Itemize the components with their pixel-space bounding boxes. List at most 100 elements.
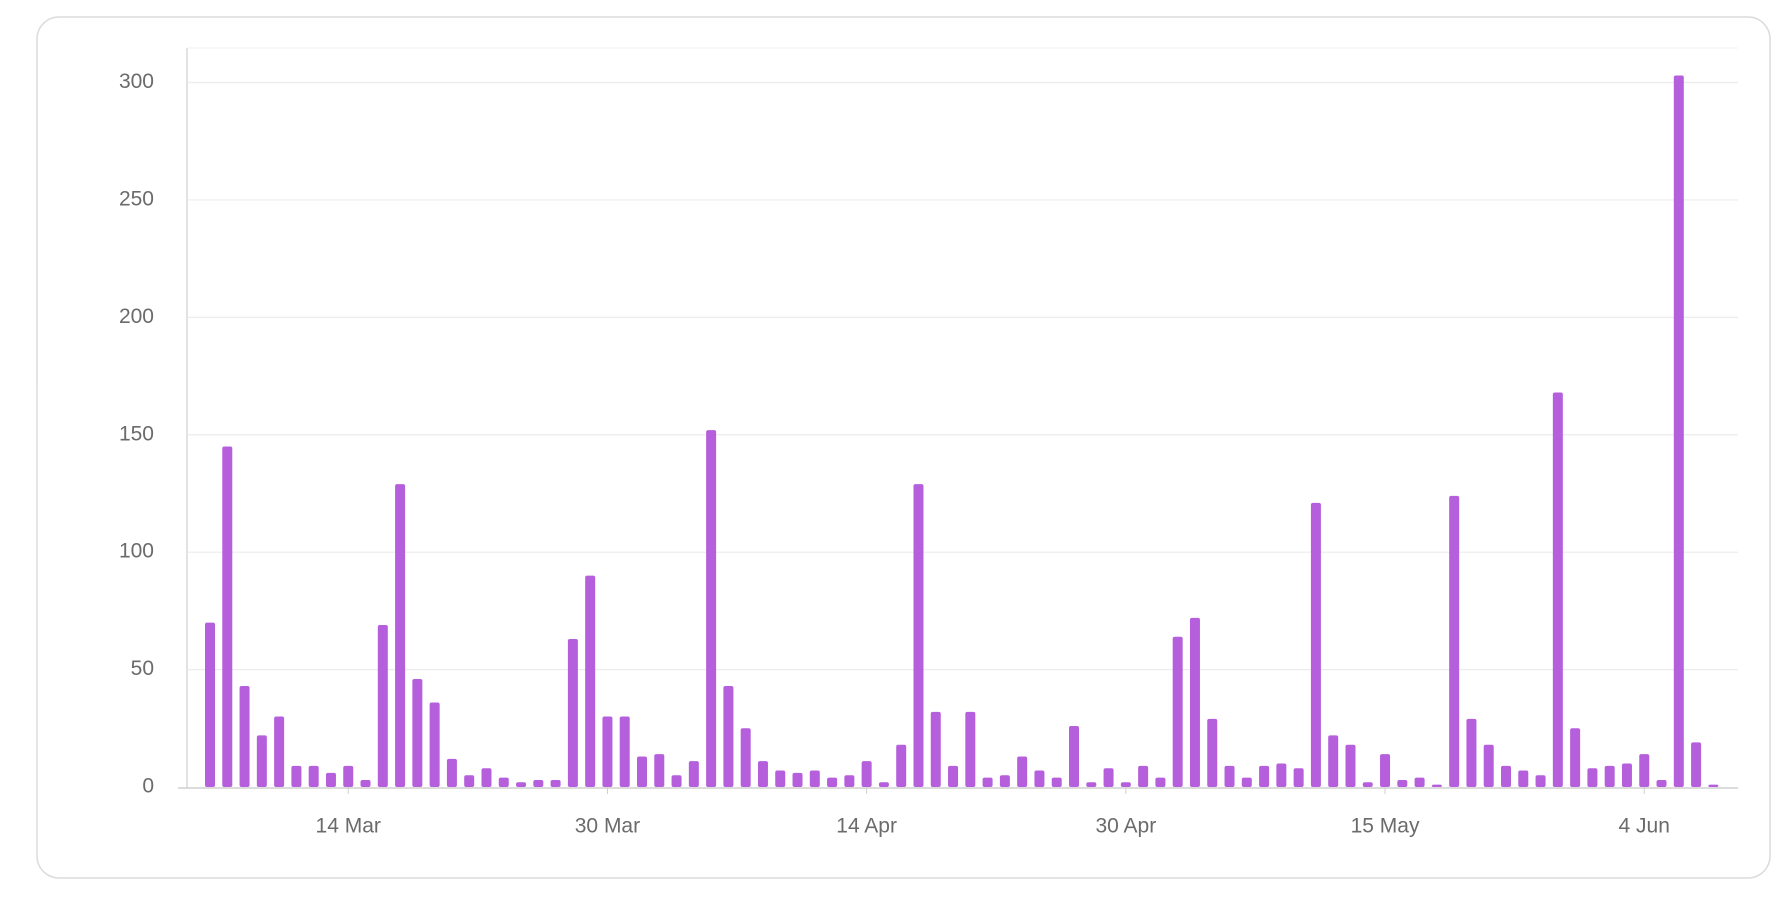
bar xyxy=(792,772,803,787)
bar xyxy=(1535,775,1546,787)
bar xyxy=(395,484,406,787)
bar xyxy=(498,777,509,787)
bar xyxy=(1172,636,1183,787)
bar xyxy=(619,716,630,787)
bar xyxy=(1466,718,1477,787)
bar xyxy=(585,575,596,787)
bar xyxy=(239,686,250,787)
bar xyxy=(1189,617,1200,787)
bar xyxy=(1483,744,1494,787)
bar xyxy=(930,711,941,787)
x-tick-label: 4 Jun xyxy=(1619,815,1670,838)
bar xyxy=(1691,742,1702,787)
bar xyxy=(464,775,475,787)
card xyxy=(36,16,1771,879)
bar xyxy=(757,761,768,787)
y-tick-label: 150 xyxy=(119,422,154,445)
bar xyxy=(1017,756,1028,787)
bar xyxy=(1241,777,1252,787)
bar xyxy=(878,782,889,787)
bar xyxy=(1552,392,1563,787)
bar xyxy=(827,777,838,787)
bar xyxy=(1086,782,1097,787)
bar xyxy=(446,758,457,787)
bar xyxy=(654,754,665,787)
bar xyxy=(809,770,820,787)
bar xyxy=(1518,770,1529,787)
bar xyxy=(688,761,699,787)
bar xyxy=(1103,768,1114,787)
y-tick-label: 100 xyxy=(119,540,154,563)
bar xyxy=(775,770,786,787)
bar xyxy=(844,775,855,787)
bar xyxy=(274,716,285,787)
bar xyxy=(343,765,354,787)
bar xyxy=(412,678,423,787)
bar xyxy=(948,765,959,787)
y-tick-label: 300 xyxy=(119,70,154,93)
bar xyxy=(1708,784,1719,787)
bar xyxy=(481,768,492,787)
bar xyxy=(256,735,267,787)
bar xyxy=(1328,735,1339,787)
bar xyxy=(1621,763,1632,787)
bar xyxy=(982,777,993,787)
bar xyxy=(1639,754,1650,787)
x-tick-label: 30 Mar xyxy=(575,815,640,838)
bar xyxy=(1276,763,1287,787)
bar xyxy=(1604,765,1615,787)
bar xyxy=(1380,754,1391,787)
bar xyxy=(360,779,371,787)
x-tick-label: 30 Apr xyxy=(1095,815,1156,838)
bar xyxy=(533,779,544,787)
bar xyxy=(1656,779,1667,787)
bar xyxy=(740,728,751,787)
y-tick-label: 250 xyxy=(119,187,154,210)
bar xyxy=(325,772,336,787)
bar xyxy=(222,446,233,787)
bar xyxy=(1138,765,1149,787)
bar xyxy=(1224,765,1235,787)
bar xyxy=(1069,725,1079,787)
bar xyxy=(1414,777,1425,787)
bar xyxy=(550,779,561,787)
bar xyxy=(896,744,907,787)
bar xyxy=(1397,779,1408,787)
y-tick-label: 0 xyxy=(142,775,154,798)
bar xyxy=(291,765,302,787)
bar xyxy=(1207,718,1218,787)
bar xyxy=(516,782,527,787)
bar xyxy=(1034,770,1045,787)
bar xyxy=(1587,768,1598,787)
y-tick-label: 50 xyxy=(131,657,154,680)
bar xyxy=(429,702,440,787)
bar xyxy=(1259,765,1270,787)
bar xyxy=(999,775,1010,787)
bar xyxy=(602,716,613,787)
bar xyxy=(567,639,578,787)
bar xyxy=(1449,495,1460,787)
x-tick-label: 15 May xyxy=(1351,815,1420,838)
bar xyxy=(1673,75,1684,788)
bar xyxy=(205,622,215,787)
bar xyxy=(637,756,647,787)
bar xyxy=(671,775,682,787)
x-tick-label: 14 Apr xyxy=(836,815,897,838)
bar xyxy=(1310,502,1321,787)
bar xyxy=(1051,777,1062,787)
bar xyxy=(377,624,388,787)
bar xyxy=(706,430,717,787)
bar xyxy=(1501,765,1511,787)
bar xyxy=(1155,777,1166,787)
x-tick-label: 14 Mar xyxy=(316,815,381,838)
bar xyxy=(1570,728,1581,787)
bar xyxy=(913,484,924,787)
bar xyxy=(965,711,976,787)
y-tick-label: 200 xyxy=(119,305,154,328)
bar xyxy=(861,761,872,787)
bar xyxy=(308,765,319,787)
bar xyxy=(1431,784,1442,787)
bar xyxy=(1293,768,1304,787)
bar xyxy=(1345,744,1356,787)
